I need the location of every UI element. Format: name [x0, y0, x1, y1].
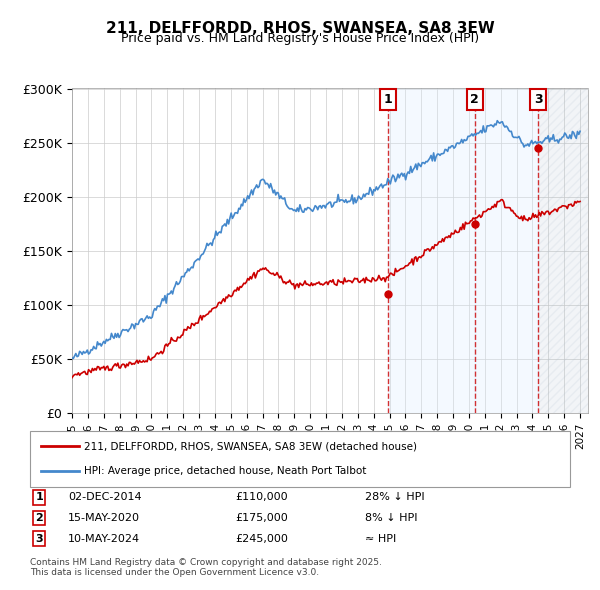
Bar	[538, 88, 588, 413]
Text: 10-MAY-2024: 10-MAY-2024	[68, 534, 140, 543]
Text: £245,000: £245,000	[235, 534, 288, 543]
Text: 2: 2	[35, 513, 43, 523]
Text: £110,000: £110,000	[235, 493, 288, 502]
Text: Contains HM Land Registry data © Crown copyright and database right 2025.
This d: Contains HM Land Registry data © Crown c…	[30, 558, 382, 577]
Text: 15-MAY-2020: 15-MAY-2020	[68, 513, 140, 523]
Text: 1: 1	[384, 93, 392, 106]
Bar	[475, 88, 538, 413]
Text: HPI: Average price, detached house, Neath Port Talbot: HPI: Average price, detached house, Neat…	[84, 466, 367, 476]
Text: ≈ HPI: ≈ HPI	[365, 534, 396, 543]
Text: 8% ↓ HPI: 8% ↓ HPI	[365, 513, 418, 523]
Text: £175,000: £175,000	[235, 513, 288, 523]
Text: 02-DEC-2014: 02-DEC-2014	[68, 493, 142, 502]
Text: 1: 1	[35, 493, 43, 502]
Text: 211, DELFFORDD, RHOS, SWANSEA, SA8 3EW: 211, DELFFORDD, RHOS, SWANSEA, SA8 3EW	[106, 21, 494, 35]
Text: Price paid vs. HM Land Registry's House Price Index (HPI): Price paid vs. HM Land Registry's House …	[121, 32, 479, 45]
Text: 28% ↓ HPI: 28% ↓ HPI	[365, 493, 424, 502]
Bar	[388, 88, 475, 413]
FancyBboxPatch shape	[30, 431, 570, 487]
Text: 3: 3	[534, 93, 542, 106]
Text: 3: 3	[35, 534, 43, 543]
Text: 211, DELFFORDD, RHOS, SWANSEA, SA8 3EW (detached house): 211, DELFFORDD, RHOS, SWANSEA, SA8 3EW (…	[84, 441, 417, 451]
Text: 2: 2	[470, 93, 479, 106]
